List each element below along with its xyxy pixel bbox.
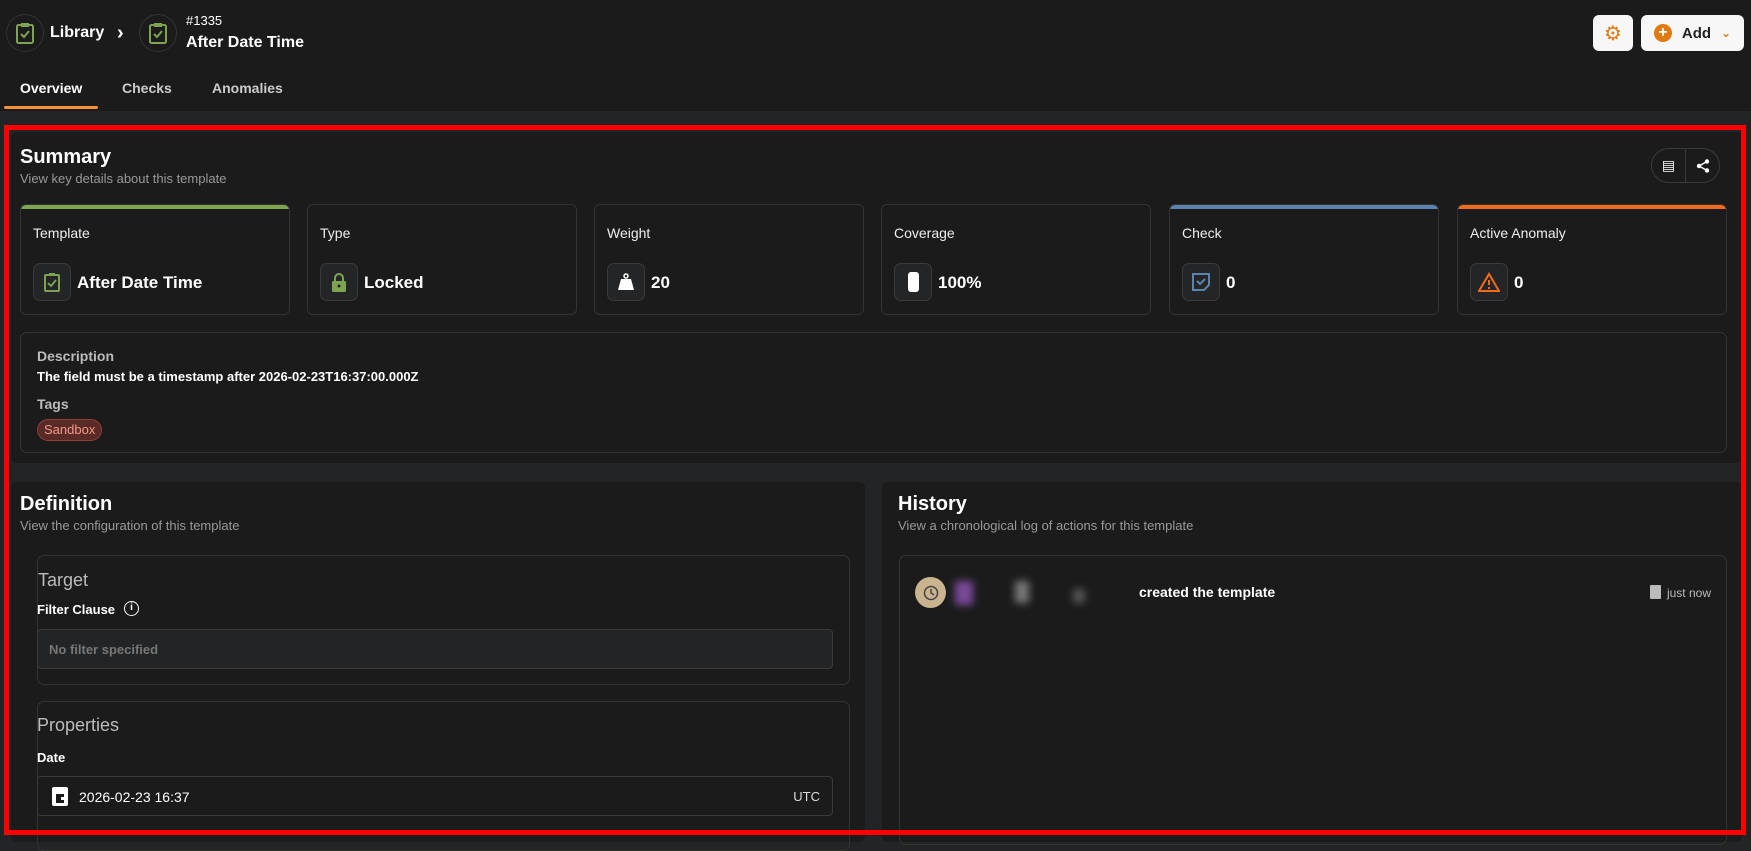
card-label: Type	[320, 225, 351, 241]
avatar	[955, 581, 973, 605]
add-button[interactable]: + Add ⌄	[1641, 15, 1744, 51]
settings-button[interactable]: ⚙	[1593, 15, 1633, 51]
lock-icon	[320, 263, 358, 301]
timezone-label: UTC	[793, 789, 820, 804]
calendar-icon	[52, 787, 68, 806]
definition-title: Definition	[20, 493, 113, 515]
card-value: 0	[1514, 273, 1524, 292]
properties-title: Properties	[37, 715, 120, 735]
chevron-down-icon: ⌄	[1721, 26, 1732, 40]
blurred-user	[1073, 589, 1085, 603]
tab-overview[interactable]: Overview	[20, 80, 83, 96]
card-value: 100%	[938, 273, 982, 292]
filter-placeholder: No filter specified	[49, 642, 159, 657]
history-entry: created the template just now	[915, 577, 1711, 609]
card-label: Check	[1182, 225, 1222, 241]
card-value: Locked	[364, 273, 424, 292]
definition-subtitle: View the configuration of this template	[20, 518, 240, 533]
warning-icon	[1470, 263, 1508, 301]
summary-actions: ▤	[1651, 148, 1720, 183]
check-card: Check 0	[1169, 204, 1439, 315]
target-title: Target	[38, 570, 89, 590]
filter-clause-label: Filter Clause	[37, 602, 116, 617]
plus-circle-icon: +	[1653, 24, 1672, 42]
card-label: Active Anomaly	[1470, 225, 1566, 241]
history-action: created the template	[1139, 584, 1276, 600]
history-list: created the template just now	[899, 555, 1727, 845]
active-tab-indicator	[4, 106, 98, 109]
weight-icon	[607, 263, 645, 301]
description-label: Description	[37, 348, 115, 364]
filter-clause-input[interactable]: No filter specified	[37, 629, 833, 669]
share-icon[interactable]	[1686, 149, 1719, 182]
add-label: Add	[1681, 24, 1712, 42]
blurred-user	[1015, 581, 1029, 603]
summary-subtitle: View key details about this template	[20, 171, 227, 186]
card-value: 0	[1226, 273, 1236, 292]
gear-icon: ⚙	[1604, 22, 1622, 45]
history-subtitle: View a chronological log of actions for …	[898, 518, 1194, 533]
coverage-card: Coverage 100%	[881, 204, 1151, 315]
tag-sandbox[interactable]: Sandbox	[37, 419, 103, 441]
card-value: 20	[651, 273, 670, 292]
card-value: After Date Time	[77, 273, 203, 292]
card-label: Coverage	[894, 225, 955, 241]
template-icon	[139, 14, 177, 52]
template-card: Template After Date Time	[20, 204, 290, 315]
export-icon[interactable]: ▤	[1652, 149, 1686, 182]
tab-anomalies[interactable]: Anomalies	[212, 80, 283, 96]
type-card: Type Locked	[307, 204, 577, 315]
description-box: Description The field must be a timestam…	[20, 332, 1727, 453]
clipboard-check-icon	[33, 263, 71, 301]
template-id: #1335	[186, 13, 223, 28]
info-icon[interactable]: i	[124, 601, 139, 616]
page-title: After Date Time	[186, 34, 304, 51]
library-icon[interactable]	[6, 14, 44, 52]
coverage-icon	[894, 263, 932, 301]
weight-card: Weight 20	[594, 204, 864, 315]
calendar-icon	[1650, 585, 1661, 599]
clock-icon	[915, 577, 946, 608]
description-text: The field must be a timestamp after 2026…	[37, 369, 419, 384]
card-label: Weight	[607, 225, 651, 241]
summary-panel	[11, 132, 1742, 463]
date-label: Date	[37, 750, 66, 765]
tab-checks[interactable]: Checks	[122, 80, 172, 96]
page-header: Library › #1335 After Date Time ⚙ + Add …	[0, 0, 1751, 111]
chevron-right-icon: ›	[117, 22, 124, 44]
summary-title: Summary	[20, 146, 112, 168]
tags-label: Tags	[37, 396, 69, 412]
breadcrumb-library[interactable]: Library	[50, 24, 105, 41]
history-time: just now	[1666, 586, 1711, 600]
date-value: 2026-02-23 16:37	[79, 789, 190, 805]
history-panel	[882, 482, 1742, 842]
date-input[interactable]: 2026-02-23 16:37 UTC	[37, 776, 833, 816]
active-anomaly-card: Active Anomaly 0	[1457, 204, 1727, 315]
target-section: Target	[37, 555, 850, 685]
card-label: Template	[33, 225, 90, 241]
history-title: History	[898, 493, 967, 515]
check-note-icon	[1182, 263, 1220, 301]
